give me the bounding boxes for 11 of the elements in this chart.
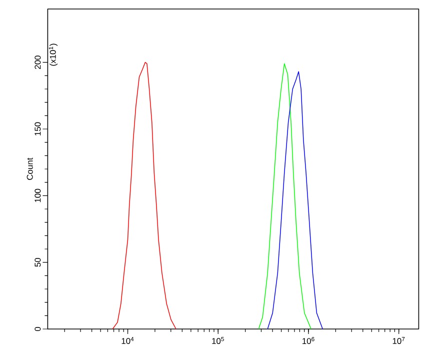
x-tick-label: 10$^{6}$: [302, 337, 314, 344]
y-tick-label: 0: [34, 326, 41, 332]
y-tick-label: 150: [34, 122, 41, 136]
y-axis-title: Count: [26, 158, 33, 180]
y-tick-label: 100: [34, 188, 41, 202]
annotation: (x10$^{1}$): [48, 44, 58, 66]
x-tick-label: 10$^{4}$: [122, 337, 134, 344]
y-tick-label: 50: [34, 258, 41, 267]
y-tick-label: 200: [34, 56, 41, 69]
x-tick-label: 10$^{5}$: [212, 337, 224, 344]
x-tick-label: 10$^{7}$: [392, 337, 405, 344]
